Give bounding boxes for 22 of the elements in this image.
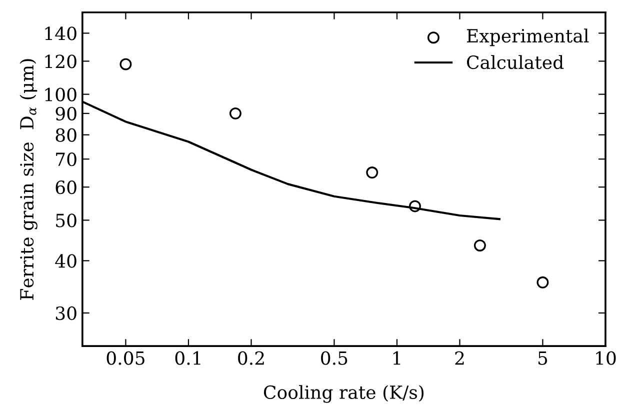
y-tick-label: 70 xyxy=(56,152,76,166)
x-tick-label: 1 xyxy=(393,351,400,365)
y-tick-label: 100 xyxy=(45,88,76,102)
legend-label: Calculated xyxy=(466,55,564,70)
y-tick-label: 40 xyxy=(55,254,76,268)
y-tick-label: 140 xyxy=(45,26,76,40)
y-tick-label: 80 xyxy=(56,128,76,142)
y-tick-label: 60 xyxy=(56,180,76,194)
x-tick-label: 0.1 xyxy=(175,351,200,365)
x-tick-label: 0.5 xyxy=(321,351,348,365)
y-tick-label: 30 xyxy=(56,306,76,320)
legend-label: Experimental xyxy=(466,28,589,46)
y-tick-label: 90 xyxy=(56,106,76,121)
x-tick-label: 2 xyxy=(455,351,464,365)
y-tick-label: 50 xyxy=(56,214,76,228)
y-axis-title: Ferrite grain size D$_{α}$ (μm) xyxy=(20,59,38,300)
x-tick-label: 5 xyxy=(538,351,548,365)
x-axis-title: Cooling rate (K/s) xyxy=(264,385,424,403)
x-tick-label: 10 xyxy=(596,351,616,365)
x-tick-label: 0.2 xyxy=(238,351,264,365)
y-tick-label: 120 xyxy=(45,54,76,68)
x-tick-label: 0.05 xyxy=(106,351,144,365)
